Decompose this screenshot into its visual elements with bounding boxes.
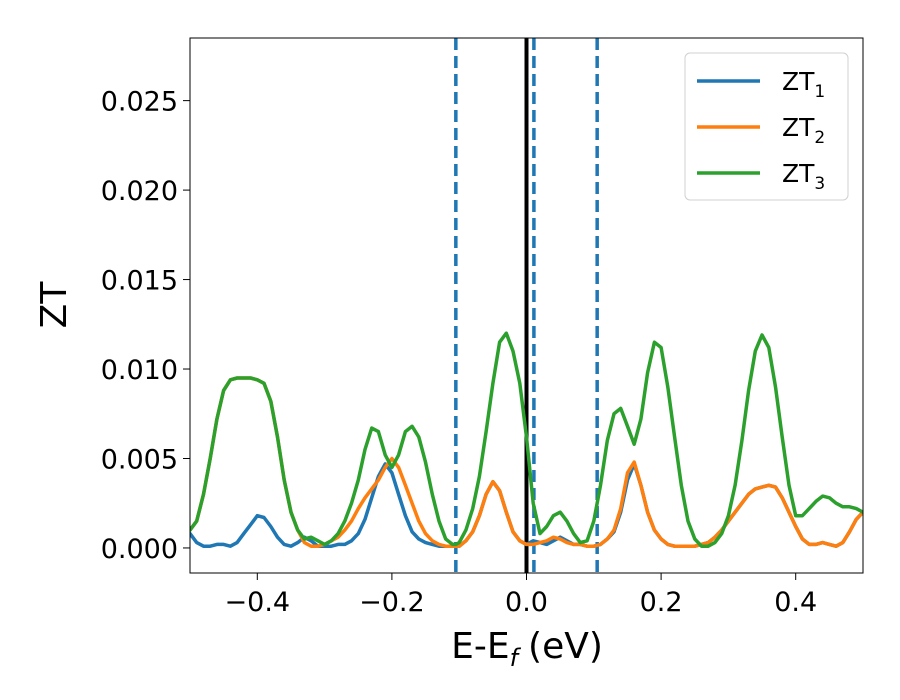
legend-box	[684, 52, 849, 201]
x-axis-title-sub: f	[510, 644, 522, 672]
y-tick-label: 0.005	[101, 444, 178, 475]
series-line-zt3	[190, 331, 863, 548]
y-tick-label: 0.020	[101, 176, 178, 207]
y-tick-label: 0.025	[101, 87, 178, 118]
x-tick-label: −0.4	[225, 587, 291, 618]
legend-label-zt3: ZT3	[782, 159, 825, 194]
x-axis-title-main: E-E	[451, 626, 509, 667]
y-tick-label: 0.010	[101, 355, 178, 386]
x-tick-label: 0.0	[505, 587, 548, 618]
y-tick-label: 0.015	[101, 266, 178, 297]
legend-label-zt1: ZT1	[782, 67, 825, 102]
legend-label-zt2: ZT2	[782, 113, 825, 148]
legend: ZT1 ZT2 ZT3	[684, 52, 849, 201]
x-axis-title: E-Ef (eV)	[451, 626, 603, 672]
x-tick-label: 0.4	[774, 587, 817, 618]
y-axis-title: ZT	[34, 281, 75, 329]
x-tick-label: −0.2	[359, 587, 425, 618]
x-tick-label: 0.2	[640, 587, 683, 618]
x-axis-title-unit: (eV)	[528, 626, 603, 667]
y-tick-label: 0.000	[101, 534, 178, 565]
series-line-zt2	[190, 376, 863, 548]
